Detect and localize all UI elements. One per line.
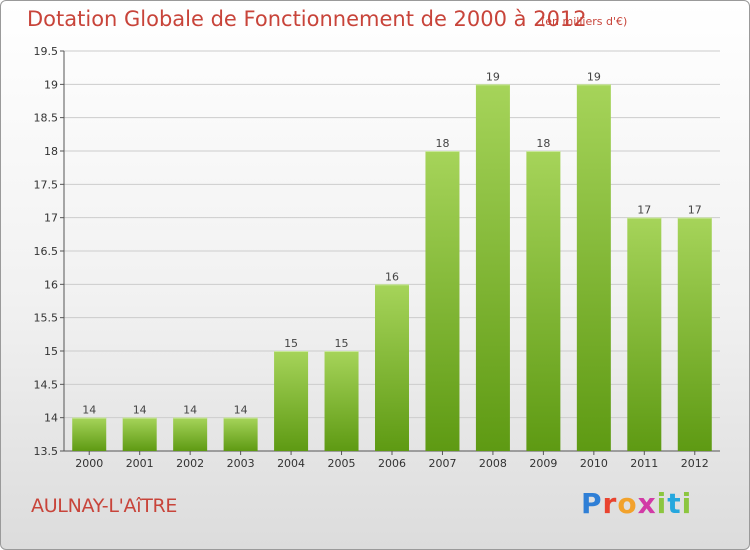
proxiti-logo[interactable]: Proxiti (581, 487, 693, 520)
x-tick-label: 2004 (277, 457, 305, 470)
bar-value-label: 18 (536, 137, 550, 150)
commune-name: AULNAY-L'AîTRE (31, 495, 178, 517)
x-tick-label: 2012 (681, 457, 709, 470)
x-tick-label: 2002 (176, 457, 204, 470)
bar-2000 (72, 417, 107, 451)
bar-value-label: 15 (335, 337, 349, 350)
y-tick-label: 15.5 (34, 312, 59, 325)
chart-subtitle: (en milliers d'€) (541, 15, 628, 28)
bar-value-label: 17 (637, 204, 651, 217)
bar-2002 (173, 417, 208, 451)
bar-value-label: 19 (486, 70, 500, 83)
y-tick-label: 15 (44, 345, 58, 358)
bar-2006 (375, 284, 409, 451)
y-tick-label: 16.5 (34, 245, 59, 258)
bar-value-label: 14 (82, 404, 96, 417)
bar-2012 (677, 217, 712, 451)
y-tick-label: 14.5 (34, 378, 59, 391)
y-tick-label: 19.5 (34, 45, 59, 58)
x-tick-label: 2008 (479, 457, 507, 470)
bar-2001 (122, 417, 157, 451)
x-tick-label: 2001 (126, 457, 154, 470)
y-tick-label: 18 (44, 145, 58, 158)
bar-value-label: 16 (385, 270, 399, 283)
bar-value-label: 17 (688, 204, 702, 217)
bar-2010 (576, 84, 611, 451)
bar-2003 (223, 417, 258, 451)
axes: 13.5 14 14.5 15 15.5 16 16.5 17 17.5 18 18.5 19 19.5… (34, 45, 720, 470)
x-tick-label: 2010 (580, 457, 608, 470)
bar-value-label: 19 (587, 70, 601, 83)
y-tick-label: 17.5 (34, 178, 59, 191)
x-tick-label: 2006 (378, 457, 406, 470)
bar-value-label: 18 (435, 137, 449, 150)
bar-value-label: 14 (234, 404, 248, 417)
bar-2007 (425, 151, 460, 451)
x-tick-label: 2005 (328, 457, 356, 470)
bar-2009 (526, 151, 561, 451)
bars (72, 84, 712, 451)
bar-2005 (324, 351, 359, 451)
x-tick-label: 2000 (75, 457, 103, 470)
chart-title: Dotation Globale de Fonctionnement de 20… (27, 7, 587, 31)
x-tick-label: 2003 (227, 457, 255, 470)
x-tick-label: 2009 (529, 457, 557, 470)
bar-value-label: 15 (284, 337, 298, 350)
y-tick-label: 16 (44, 278, 58, 291)
labels: 14 14 14 14 15 15 16 18 19 18 19 17 17 (82, 70, 702, 416)
bar-2011 (627, 217, 662, 451)
y-tick-label: 13.5 (34, 445, 59, 458)
y-tick-label: 19 (44, 78, 58, 91)
bar-2008 (475, 84, 510, 451)
x-tick-label: 2007 (428, 457, 456, 470)
x-tick-label: 2011 (630, 457, 658, 470)
bar-value-label: 14 (183, 404, 197, 417)
bar-value-label: 14 (133, 404, 147, 417)
y-tick-label: 14 (44, 412, 58, 425)
y-tick-label: 18.5 (34, 112, 59, 125)
bar-2004 (274, 351, 309, 451)
y-tick-label: 17 (44, 212, 58, 225)
